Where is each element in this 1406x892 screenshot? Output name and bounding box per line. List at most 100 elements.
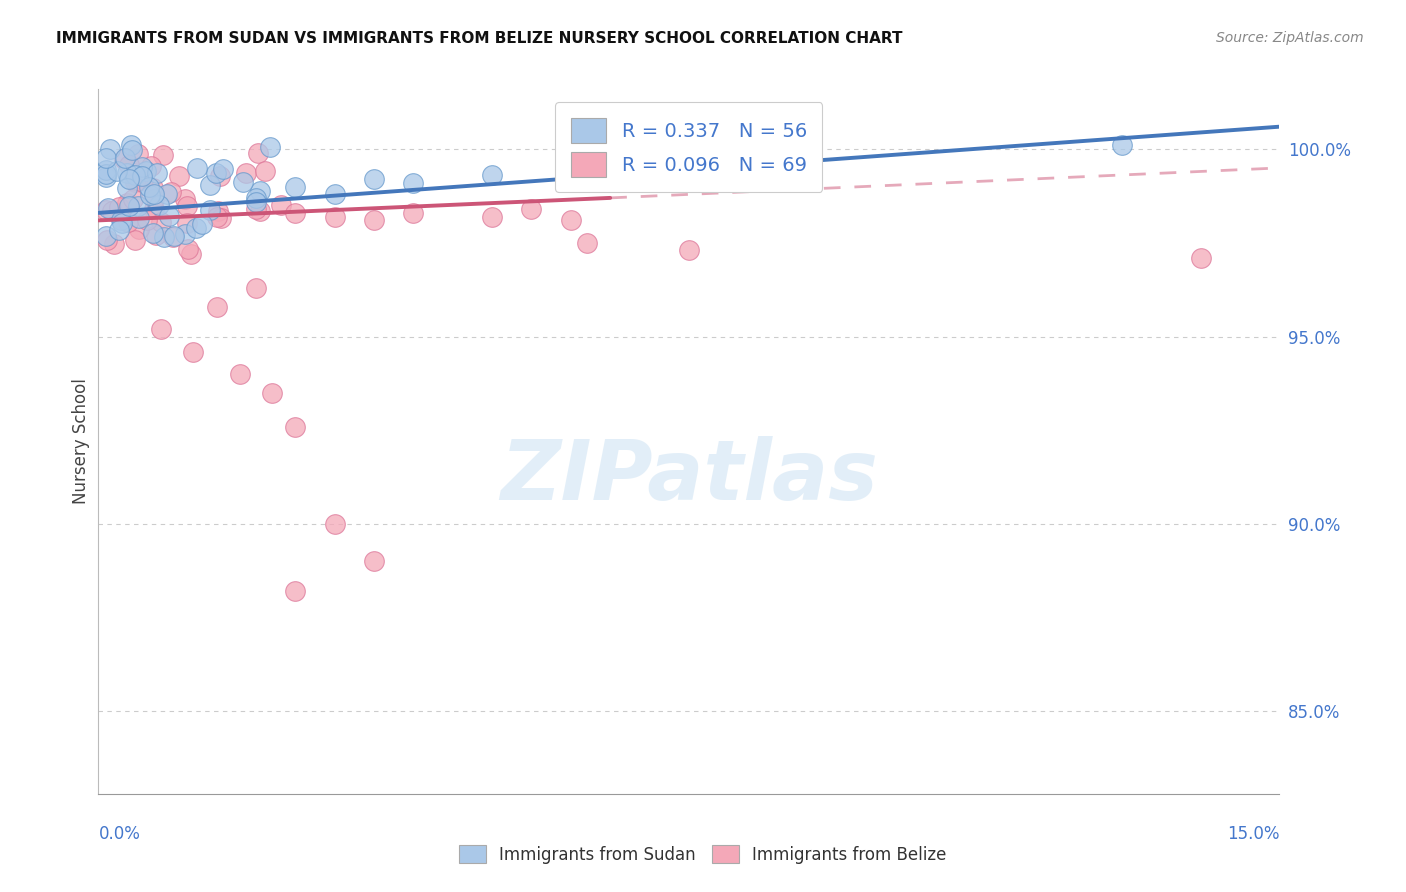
Point [120,137,142,152]
Point [157,209,180,223]
Point [125,174,148,188]
Point [128,211,150,226]
Point [96,162,118,177]
Point [756,153,779,168]
Point [208,169,231,184]
Point [143,187,166,202]
Point [245,191,267,205]
Legend: R = 0.337   N = 56, R = 0.096   N = 69: R = 0.337 N = 56, R = 0.096 N = 69 [555,103,823,193]
Point [284,584,307,599]
Point [232,176,254,190]
Point [191,217,214,231]
Text: ZIPatlas: ZIPatlas [501,436,877,517]
Point [105,164,128,178]
Point [150,215,173,229]
Legend: Immigrants from Sudan, Immigrants from Belize: Immigrants from Sudan, Immigrants from B… [453,838,953,871]
Point [245,202,267,216]
Point [198,178,221,192]
Point [176,198,198,212]
Point [363,554,385,568]
Point [159,185,181,199]
Point [249,203,271,218]
Point [481,169,503,183]
Point [177,242,200,256]
Point [235,166,257,180]
Point [127,199,149,213]
Y-axis label: Nursery School: Nursery School [72,378,90,505]
Point [163,229,186,244]
Point [253,163,276,178]
Point [124,176,146,190]
Point [174,192,197,206]
Text: 15.0%: 15.0% [1227,825,1279,843]
Point [115,181,138,195]
Point [124,168,146,182]
Point [148,198,170,212]
Point [259,139,281,153]
Point [198,202,221,217]
Point [111,216,134,230]
Point [150,322,173,336]
Point [260,385,283,400]
Point [96,233,118,247]
Point [245,194,267,209]
Point [96,169,118,184]
Point [139,159,162,173]
Point [363,172,385,186]
Point [560,164,582,178]
Point [142,192,165,206]
Point [101,203,124,218]
Point [678,244,700,258]
Point [156,186,179,201]
Point [118,158,141,172]
Point [96,167,118,181]
Point [323,516,346,531]
Point [124,233,146,247]
Point [142,180,165,194]
Point [136,213,159,227]
Point [560,213,582,227]
Point [520,202,543,216]
Point [402,206,425,220]
Point [142,226,165,240]
Point [131,169,153,183]
Point [205,210,228,224]
Point [181,344,204,359]
Text: IMMIGRANTS FROM SUDAN VS IMMIGRANTS FROM BELIZE NURSERY SCHOOL CORRELATION CHART: IMMIGRANTS FROM SUDAN VS IMMIGRANTS FROM… [56,31,903,46]
Point [117,215,139,229]
Point [284,206,307,220]
Point [142,202,165,217]
Point [146,166,169,180]
Point [638,157,661,171]
Point [114,151,136,165]
Point [96,202,118,217]
Point [162,229,184,244]
Point [245,281,267,295]
Point [127,146,149,161]
Point [180,247,202,261]
Point [209,211,232,225]
Point [117,171,139,186]
Point [153,229,176,244]
Point [152,148,174,162]
Point [204,166,226,180]
Point [323,187,346,202]
Point [96,151,118,165]
Point [575,235,598,250]
Point [186,161,208,175]
Point [128,222,150,236]
Point [402,176,425,190]
Point [176,216,198,230]
Point [117,196,139,211]
Point [110,212,132,227]
Point [103,237,125,252]
Point [284,179,307,194]
Point [132,172,155,186]
Point [118,199,141,213]
Point [1189,251,1212,265]
Point [121,144,143,158]
Text: 0.0%: 0.0% [98,825,141,843]
Point [246,145,269,160]
Point [121,192,143,206]
Point [363,213,385,227]
